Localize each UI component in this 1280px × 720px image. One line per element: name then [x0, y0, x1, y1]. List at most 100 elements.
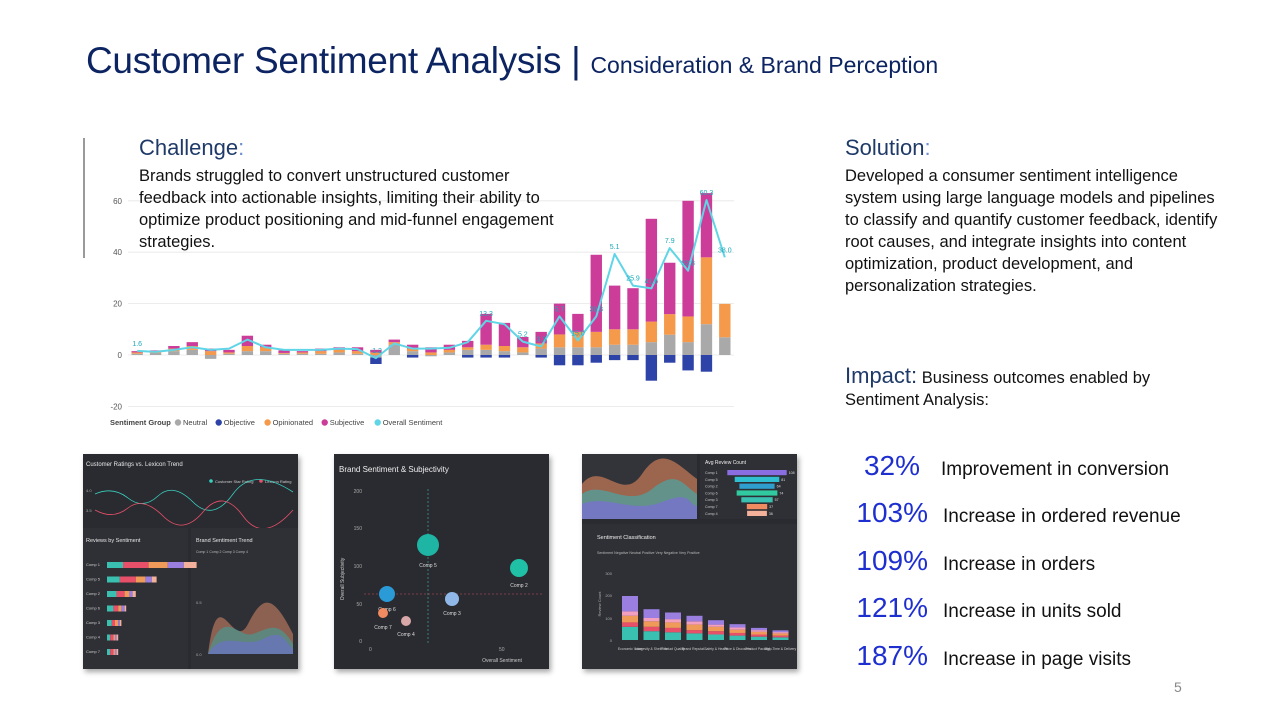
thumb1-review-bar: [113, 605, 119, 612]
chart-bar-segment: [627, 355, 639, 361]
chart-bar-segment: [186, 349, 198, 355]
chart-data-label: 38.0: [718, 247, 732, 254]
chart-legend-label: Neutral: [183, 418, 208, 427]
thumb1-review-bar: [116, 649, 119, 655]
chart-bar-segment: [462, 347, 474, 350]
thumb2-x-tick: 50: [499, 647, 505, 653]
thumb3-funnel-value: 74: [779, 491, 783, 495]
thumb3-bar-segment: [622, 622, 638, 627]
thumb1-review-bar: [113, 634, 115, 641]
thumb1-comp-label: Comp 2: [86, 591, 101, 596]
thumb1-trend-legend: Comp 1 Comp 2 Comp 3 Comp 4: [196, 550, 248, 554]
thumb3-funnel-value: 37: [769, 505, 773, 509]
thumb1-review-bar: [107, 562, 123, 568]
challenge-heading-colon: :: [238, 135, 245, 160]
thumb3-bar-segment: [643, 609, 660, 618]
thumb2-y-label: Overall Subjectivity: [340, 557, 346, 600]
chart-bar-segment: [406, 355, 419, 358]
chart-bar-segment: [498, 322, 511, 347]
thumb3-category-label: Price & Discounts: [724, 647, 751, 651]
chart-bar-segment: [168, 346, 180, 349]
chart-data-label: 3.3: [536, 337, 546, 344]
impact-percent: 109%: [856, 545, 928, 576]
impact-description: Increase in ordered revenue: [943, 506, 1181, 527]
dashboard-thumbnail-classification: Avg Review Count Comp 1 108 Comp 5 81 Comp 2…: [582, 454, 797, 669]
thumb3-funnel-bar: [747, 510, 767, 516]
chart-line-overall-sentiment: [137, 199, 726, 360]
impact-description: Increase in units sold: [943, 601, 1122, 622]
chart-bar-segment: [241, 351, 254, 355]
chart-bar-segment: [498, 351, 511, 355]
thumb3-funnel-bar: [741, 497, 773, 503]
chart-bar-segment: [645, 321, 658, 343]
thumb3-funnel-value: 64: [777, 485, 781, 489]
chart-data-label: 7.9: [665, 238, 675, 245]
thumb1-comp-label: Comp 5: [86, 577, 101, 582]
chart-bar-segment: [315, 351, 327, 354]
thumb3-avg-title: Avg Review Count: [705, 460, 747, 466]
chart-legend-label: Overall Sentiment: [383, 418, 444, 427]
chart-bar-segment: [462, 349, 474, 355]
thumb3-category-label: Product Quality: [661, 647, 684, 651]
chart-bar-segment: [553, 347, 566, 355]
chart-legend-title: Sentiment Group: [110, 418, 171, 427]
chart-bar-segment: [131, 352, 143, 354]
chart-legend-marker: [264, 419, 271, 426]
chart-data-label: 5.7: [555, 306, 565, 313]
thumb3-category-label: Ship Time & Delivery: [765, 647, 797, 651]
thumb1-review-bar: [129, 591, 133, 597]
chart-bar-segment: [480, 349, 492, 355]
title-main: Customer Sentiment Analysis |: [86, 40, 591, 81]
thumb2-y-tick: 100: [354, 564, 363, 570]
thumb3-bar-segment: [622, 596, 638, 612]
thumb1-review-bar: [110, 634, 114, 641]
chart-bar-segment: [627, 329, 639, 345]
thumb3-category-label: Longevity & Shelf Life: [635, 647, 668, 651]
chart-bar-segment: [204, 355, 217, 359]
thumb3-category-label: Safety & Health: [704, 647, 728, 651]
chart-bar-segment: [682, 342, 694, 355]
thumb3-y-label: Review Count: [597, 591, 602, 617]
thumb1-review-bar: [123, 562, 149, 568]
thumb3-bar-segment: [772, 637, 789, 640]
chart-bar-segment: [608, 344, 621, 355]
solution-heading-colon: :: [924, 135, 931, 160]
thumb3-bar-segment: [708, 620, 724, 625]
thumb3-funnel-bar: [746, 504, 768, 510]
chart-bar-segment: [498, 355, 511, 358]
thumb3-bar-segment: [751, 627, 767, 631]
thumb1-review-bar: [115, 634, 117, 641]
chart-bar-segment: [388, 339, 400, 343]
thumb3-bar-segment: [665, 622, 681, 628]
thumb1-review-bar: [119, 576, 136, 583]
chart-legend-label: Objective: [224, 418, 255, 427]
chart-bar-segment: [608, 355, 621, 361]
challenge-text: Brands struggled to convert unstructured…: [139, 167, 554, 251]
thumb3-bar-segment: [729, 632, 746, 636]
thumb2-point-label: Comp 7: [374, 625, 392, 631]
thumb3-funnel-label: Comp 3: [705, 498, 718, 502]
chart-bar-segment: [149, 352, 162, 355]
thumb3-funnel-bar: [739, 483, 775, 489]
chart-data-label: 5.2: [518, 332, 528, 339]
solution-heading: Solution:: [845, 135, 1225, 161]
chart-bar-segment: [553, 334, 566, 348]
thumb3-bar-segment: [708, 631, 724, 635]
thumb1-review-rows: Comp 1 Comp 5 Comp 2 Comp 6 Comp 3 Comp 4 Comp…: [86, 562, 197, 655]
chart-bar-segment: [664, 334, 676, 355]
chart-bar-segment: [131, 353, 143, 355]
thumb1-review-bar: [151, 576, 157, 583]
chart-bar-segment: [682, 316, 694, 343]
chart-bar-segment: [590, 254, 602, 332]
thumb1-comp-label: Comp 3: [86, 620, 101, 625]
thumb3-funnel: Comp 1 108 Comp 5 81 Comp 2 64 Comp 6 74 Comp 3 5…: [705, 470, 795, 516]
chart-bar-segment: [260, 344, 272, 348]
chart-bar-segment: [370, 349, 382, 353]
challenge-heading-text: Challenge: [139, 135, 239, 160]
thumb3-bar-segment: [772, 630, 789, 633]
thumb2-x-label: Overall Sentiment: [482, 658, 522, 664]
thumb1-review-bar: [107, 605, 114, 612]
thumb1-review-bar: [115, 649, 117, 655]
chart-legend-label: Opinionated: [273, 418, 313, 427]
